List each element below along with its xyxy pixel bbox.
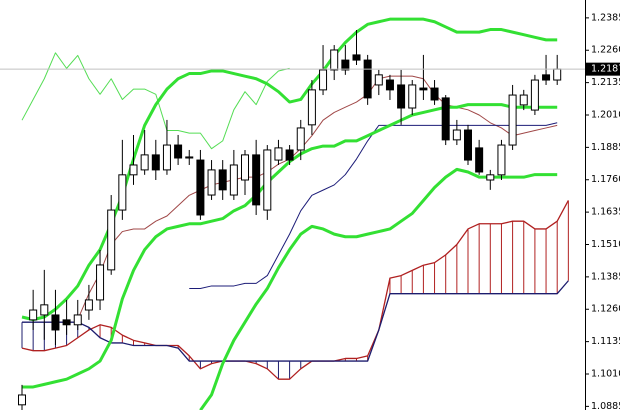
y-tick-label: 1.2385 bbox=[591, 12, 620, 23]
current-price-box bbox=[586, 62, 620, 76]
y-tick-label: 1.1510 bbox=[591, 239, 620, 250]
candle-body bbox=[174, 144, 183, 159]
candle-body bbox=[73, 314, 82, 326]
candle-body bbox=[118, 174, 127, 211]
candle-body bbox=[51, 314, 60, 331]
candle-body bbox=[274, 147, 283, 161]
y-tick-label: 1.2010 bbox=[591, 109, 620, 120]
candle-body bbox=[374, 74, 383, 86]
y-tick-label: 1.0885 bbox=[591, 401, 620, 410]
indicator-line bbox=[199, 167, 558, 410]
candle-body bbox=[162, 144, 171, 171]
candle-body bbox=[408, 84, 417, 109]
candle-body bbox=[475, 147, 484, 173]
candle-body bbox=[196, 159, 205, 216]
candle-body bbox=[441, 97, 450, 141]
candle-body bbox=[397, 84, 406, 109]
candle-body bbox=[285, 149, 294, 161]
candle-body bbox=[129, 164, 138, 176]
candle-body bbox=[207, 169, 216, 196]
candle-body bbox=[530, 79, 539, 111]
candle-body bbox=[252, 154, 261, 206]
candle-body bbox=[241, 154, 249, 181]
candle-body bbox=[18, 394, 26, 406]
y-tick-label: 1.1260 bbox=[591, 304, 620, 315]
candle-body bbox=[464, 129, 472, 161]
candle-body bbox=[218, 169, 227, 191]
candle-body bbox=[151, 154, 160, 171]
y-tick-label: 1.1760 bbox=[591, 174, 620, 185]
y-tick-label: 1.1010 bbox=[591, 368, 620, 379]
candle-body bbox=[29, 309, 38, 321]
y-tick-label: 1.1635 bbox=[591, 207, 620, 218]
candle-body bbox=[363, 59, 372, 99]
candle-body bbox=[385, 79, 394, 91]
candle-body bbox=[140, 154, 149, 171]
candle-body bbox=[319, 69, 328, 91]
current-price-label: 1.2187 bbox=[591, 64, 620, 75]
candle-body bbox=[307, 89, 316, 126]
y-tick-label: 1.1885 bbox=[591, 142, 620, 153]
plot-area bbox=[0, 17, 585, 410]
candle-body bbox=[430, 87, 439, 101]
axis-labels: 1.2385 1.2260 1.2135 1.2010 1.1885 1.1760 1.16… bbox=[585, 12, 620, 412]
candle-body bbox=[107, 209, 116, 271]
candle-body bbox=[497, 144, 506, 176]
candle-body bbox=[553, 68, 562, 81]
cloud-span-b bbox=[22, 280, 569, 362]
candle-body bbox=[263, 149, 272, 211]
candle-body bbox=[84, 299, 93, 311]
candle-body bbox=[96, 264, 105, 301]
y-tick-label: 1.2260 bbox=[591, 45, 620, 56]
candle-body bbox=[352, 54, 361, 61]
candle-body bbox=[542, 74, 551, 81]
candle-body bbox=[452, 129, 461, 141]
y-tick-label: 1.1385 bbox=[591, 271, 620, 282]
candle-body bbox=[419, 87, 428, 91]
candle-body bbox=[185, 156, 194, 159]
y-tick-label: 1.1135 bbox=[591, 336, 620, 347]
indicator-line bbox=[77, 75, 558, 320]
candle-body bbox=[330, 49, 339, 71]
candle-body bbox=[519, 94, 528, 106]
candle-body bbox=[341, 59, 350, 71]
candle-body bbox=[486, 174, 495, 181]
candle-body bbox=[229, 164, 238, 196]
candle-body bbox=[40, 304, 49, 316]
candle-body bbox=[296, 127, 305, 151]
candle-body bbox=[62, 319, 71, 326]
indicator-line bbox=[21, 52, 290, 150]
y-tick-label: 1.2135 bbox=[591, 77, 620, 88]
candle-body bbox=[508, 94, 517, 146]
